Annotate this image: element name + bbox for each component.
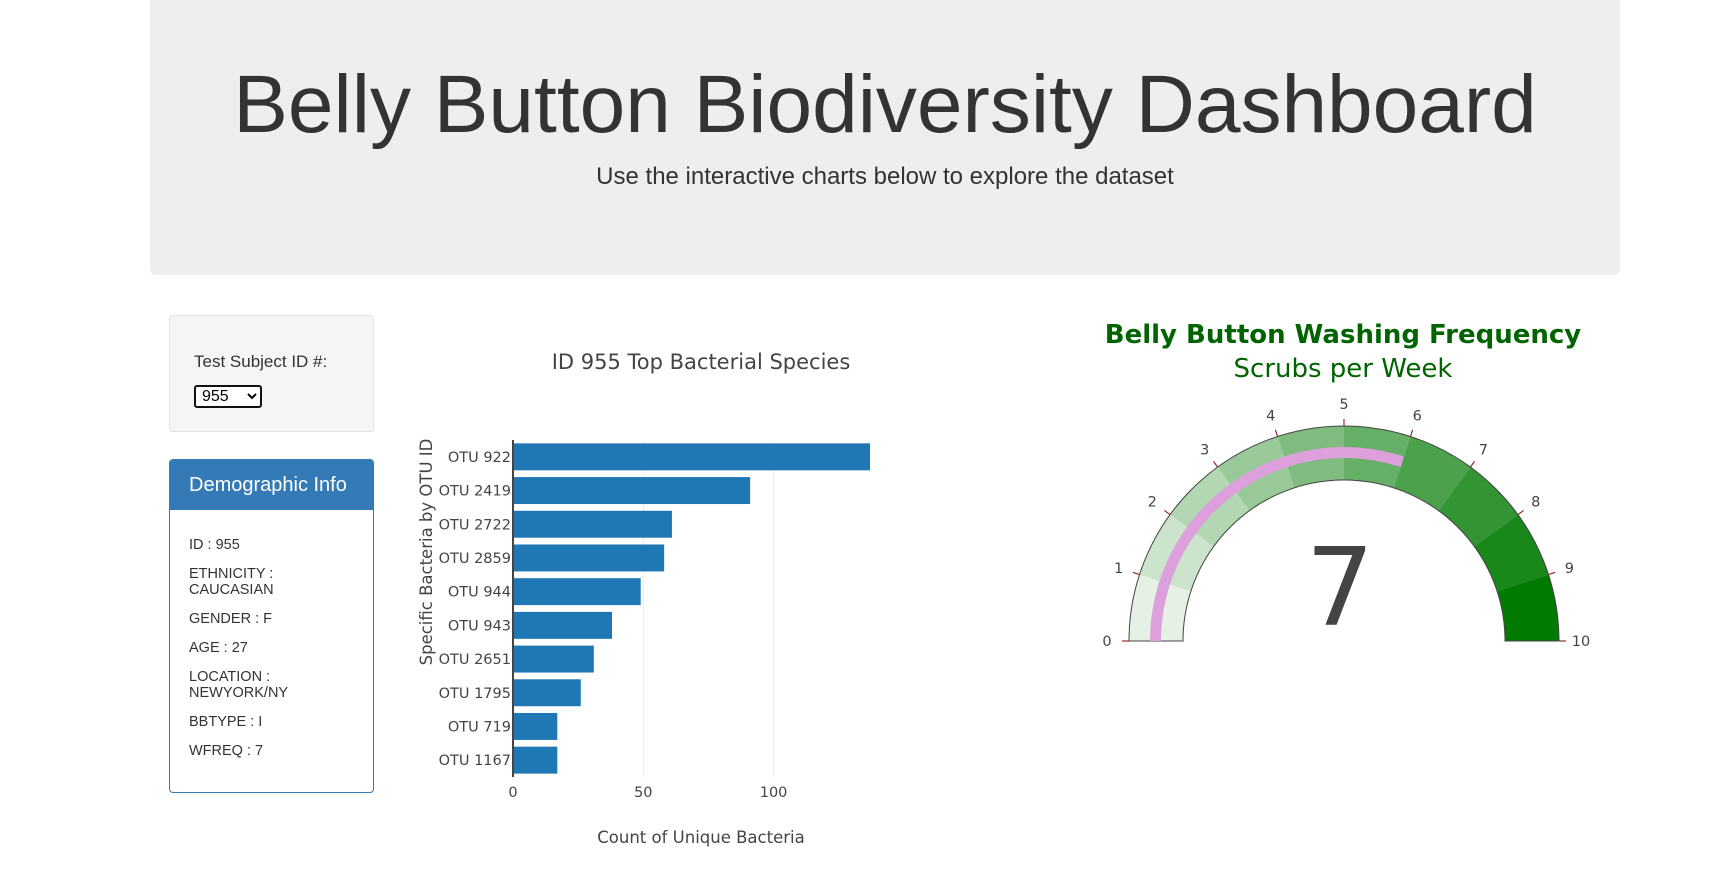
gauge-step <box>1497 574 1559 641</box>
bar-chart-xlabel: Count of Unique Bacteria <box>597 828 804 847</box>
demographic-info-panel: Demographic Info ID : 955 ETHNICITY : CA… <box>169 459 374 793</box>
gauge-tick-label: 4 <box>1266 409 1275 425</box>
demographic-row: ETHNICITY : CAUCASIAN <box>189 566 274 598</box>
gauge-tick <box>1469 461 1475 468</box>
page-subtitle: Use the interactive charts below to expl… <box>596 163 1174 190</box>
bar-chart-bars <box>513 443 870 774</box>
gauge-tick-label: 5 <box>1339 397 1348 413</box>
bar <box>513 645 594 673</box>
gauge-outline <box>1128 425 1560 642</box>
gauge-tick <box>1409 429 1414 437</box>
gauge-tick <box>1132 571 1140 576</box>
bar-chart-category-label: OTU 1167 <box>439 753 511 769</box>
bar <box>513 544 665 572</box>
page-title: Belly Button Biodiversity Dashboard <box>233 59 1537 150</box>
bar <box>513 746 558 774</box>
bar <box>513 510 672 538</box>
bar-chart-category-label: OTU 943 <box>448 618 511 634</box>
bar-chart-category-label: OTU 2651 <box>439 652 511 668</box>
bar-chart-category-label: OTU 2419 <box>439 484 511 500</box>
bar-chart-category-label: OTU 719 <box>448 719 511 735</box>
gauge-number: 7 <box>1306 526 1375 651</box>
gauge-tick <box>1517 510 1524 516</box>
gauge-tick-label: 3 <box>1200 442 1209 458</box>
gauge-tick-label: 9 <box>1565 561 1574 577</box>
bar <box>513 477 751 505</box>
bar-chart-x-tick-label: 50 <box>634 785 652 801</box>
gauge-tick-label: 6 <box>1413 409 1422 425</box>
gauge-tick <box>1164 510 1171 516</box>
bar <box>513 611 613 639</box>
header-jumbotron: Belly Button Biodiversity Dashboard Use … <box>150 0 1620 275</box>
bar-chart-title: ID 955 Top Bacterial Species <box>552 350 851 374</box>
bar-chart-category-label: OTU 2859 <box>439 551 511 567</box>
bar-chart-category-label: OTU 944 <box>448 585 511 601</box>
subject-selector-label: Test Subject ID #: <box>194 352 328 371</box>
bar-chart-ylabel: Specific Bacteria by OTU ID <box>417 439 436 666</box>
gauge-tick <box>1548 571 1556 576</box>
gauge-step <box>1438 467 1518 547</box>
demographic-info-body: ID : 955 ETHNICITY : CAUCASIAN GENDER : … <box>170 510 373 759</box>
bar-chart-category-label: OTU 2722 <box>439 517 511 533</box>
gauge-tick <box>1213 461 1219 468</box>
bar <box>513 712 558 740</box>
gauge-chart[interactable]: Belly Button Washing Frequency Scrubs pe… <box>1060 310 1620 670</box>
gauge-tick-label: 10 <box>1572 634 1590 650</box>
bar-chart-category-labels: OTU 922 OTU 2419 OTU 2722 OTU 2859 OTU 944 OT… <box>439 450 511 769</box>
gauge-subtitle: Scrubs per Week <box>1234 354 1453 384</box>
gauge-tick-label: 7 <box>1479 442 1488 458</box>
demographic-row: AGE : 27 <box>189 640 248 656</box>
bar-chart-category-label: OTU 1795 <box>439 686 511 702</box>
demographic-row: LOCATION : NEWYORK/NY <box>189 669 289 701</box>
demographic-info-heading: Demographic Info <box>170 460 373 510</box>
demographic-row: GENDER : F <box>189 611 272 627</box>
demographic-row: ID : 955 <box>189 537 240 553</box>
subject-id-select[interactable]: 955 <box>194 385 262 408</box>
gauge-ticks: 0 1 2 3 4 5 6 7 8 9 10 <box>1102 397 1590 650</box>
gauge-tick-label: 1 <box>1114 561 1123 577</box>
bar-chart[interactable]: ID 955 Top Bacterial Species Specific Ba… <box>400 340 920 860</box>
gauge-tick-label: 0 <box>1102 634 1111 650</box>
gauge-title: Belly Button Washing Frequency <box>1105 320 1581 350</box>
bar <box>513 679 581 707</box>
bar-chart-x-tick-label: 0 <box>508 785 517 801</box>
gauge-tick-label: 2 <box>1148 495 1157 511</box>
bar <box>513 443 870 471</box>
bar <box>513 578 641 606</box>
bar-chart-x-tick-label: 100 <box>760 785 788 801</box>
bar-chart-x-ticks: 0 50 100 <box>508 785 787 801</box>
subject-selector-panel: Test Subject ID #: 955 <box>169 315 374 432</box>
demographic-row: BBTYPE : I <box>189 714 263 730</box>
demographic-row: WFREQ : 7 <box>189 743 264 759</box>
gauge-tick <box>1274 429 1279 437</box>
gauge-tick-label: 8 <box>1531 495 1540 511</box>
bar-chart-category-label: OTU 922 <box>448 450 511 466</box>
